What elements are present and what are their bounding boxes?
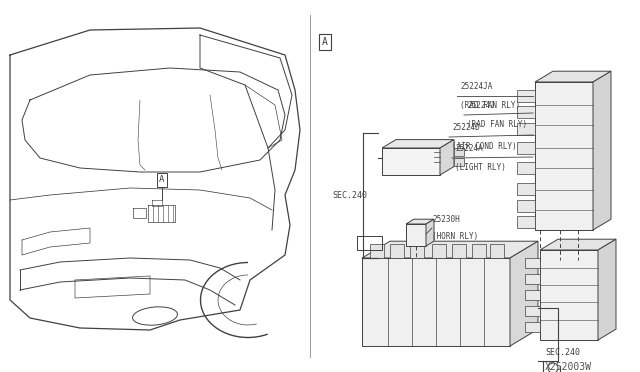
- Polygon shape: [510, 241, 538, 346]
- Polygon shape: [540, 250, 598, 340]
- Polygon shape: [362, 241, 538, 258]
- Text: (LIGHT RLY): (LIGHT RLY): [455, 163, 506, 172]
- Polygon shape: [593, 71, 611, 230]
- Polygon shape: [540, 239, 616, 250]
- Polygon shape: [406, 224, 426, 246]
- Text: 25224J: 25224J: [467, 101, 495, 110]
- Polygon shape: [382, 140, 454, 148]
- Polygon shape: [525, 306, 540, 316]
- Text: SEC.240: SEC.240: [332, 190, 367, 199]
- Polygon shape: [525, 274, 540, 284]
- Polygon shape: [454, 148, 464, 156]
- Text: X252003W: X252003W: [545, 362, 592, 372]
- Polygon shape: [517, 183, 535, 195]
- Polygon shape: [517, 123, 535, 135]
- Polygon shape: [535, 82, 593, 230]
- Polygon shape: [517, 200, 535, 212]
- Polygon shape: [406, 219, 434, 224]
- Polygon shape: [454, 158, 464, 166]
- Text: 25224A: 25224A: [455, 144, 483, 153]
- Polygon shape: [517, 162, 535, 174]
- Polygon shape: [535, 71, 611, 82]
- Text: 25224D: 25224D: [452, 123, 480, 132]
- Polygon shape: [525, 322, 540, 332]
- Polygon shape: [517, 142, 535, 154]
- Polygon shape: [440, 140, 454, 175]
- Polygon shape: [525, 258, 540, 268]
- Polygon shape: [370, 244, 384, 258]
- Polygon shape: [598, 239, 616, 340]
- Polygon shape: [517, 216, 535, 228]
- Text: SEC.240: SEC.240: [545, 348, 580, 357]
- Polygon shape: [362, 258, 510, 346]
- Text: (RAD FAN RLY): (RAD FAN RLY): [460, 101, 520, 110]
- Polygon shape: [517, 106, 535, 118]
- Polygon shape: [517, 90, 535, 102]
- Polygon shape: [382, 148, 440, 175]
- Text: (AIR COND RLY): (AIR COND RLY): [452, 142, 516, 151]
- Polygon shape: [525, 290, 540, 300]
- Polygon shape: [452, 244, 466, 258]
- Polygon shape: [390, 244, 404, 258]
- Polygon shape: [490, 244, 504, 258]
- Text: A: A: [322, 37, 328, 47]
- Text: 25230H: 25230H: [432, 215, 460, 224]
- Text: A: A: [159, 176, 164, 185]
- Text: (RAD FAN RLY): (RAD FAN RLY): [467, 120, 527, 129]
- Text: (HORN RLY): (HORN RLY): [432, 232, 478, 241]
- Polygon shape: [410, 244, 424, 258]
- Text: 25224JA: 25224JA: [460, 82, 492, 91]
- Polygon shape: [432, 244, 446, 258]
- Polygon shape: [426, 219, 434, 246]
- Polygon shape: [472, 244, 486, 258]
